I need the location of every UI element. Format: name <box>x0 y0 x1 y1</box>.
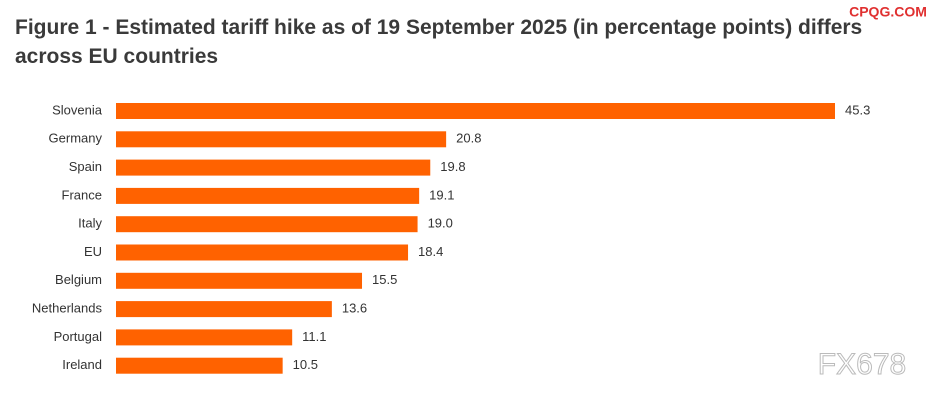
y-tick-label: Germany <box>49 131 103 146</box>
y-tick-label: Netherlands <box>32 301 103 316</box>
value-label: 11.1 <box>302 329 326 344</box>
watermark: FX678 <box>818 348 906 381</box>
value-label: 10.5 <box>293 357 318 372</box>
value-label: 19.8 <box>440 159 465 174</box>
bar <box>116 244 409 261</box>
watermark: CPQG.COM <box>849 4 927 20</box>
value-label: 15.5 <box>372 272 397 287</box>
bar <box>116 329 293 346</box>
value-label: 45.3 <box>845 102 870 117</box>
y-tick-label: Italy <box>78 216 102 231</box>
y-tick-label: Slovenia <box>52 102 103 117</box>
bar <box>116 301 332 318</box>
y-tick-label: Portugal <box>54 329 103 344</box>
value-label: 18.4 <box>418 244 443 259</box>
value-label: 20.8 <box>456 131 481 146</box>
y-tick-label: Spain <box>69 159 102 174</box>
y-tick-label: EU <box>84 244 102 259</box>
chart-title: across EU countries <box>15 45 218 68</box>
bar <box>116 159 431 176</box>
y-tick-label: France <box>62 187 102 202</box>
bar <box>116 272 363 289</box>
bar <box>116 103 835 119</box>
bar <box>116 131 447 148</box>
value-label: 13.6 <box>342 301 367 316</box>
bar <box>116 216 418 233</box>
value-label: 19.0 <box>428 216 453 231</box>
bar <box>116 357 283 374</box>
value-label: 19.1 <box>429 187 454 202</box>
y-tick-label: Ireland <box>62 357 102 372</box>
y-tick-label: Belgium <box>55 272 102 287</box>
chart-title: Figure 1 - Estimated tariff hike as of 1… <box>15 16 862 39</box>
bar <box>116 187 420 204</box>
